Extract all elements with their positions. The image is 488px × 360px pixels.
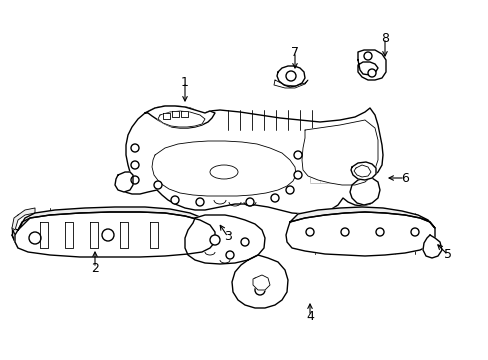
Circle shape bbox=[131, 176, 139, 184]
Circle shape bbox=[254, 285, 264, 295]
Text: 6: 6 bbox=[400, 171, 408, 184]
Polygon shape bbox=[90, 222, 98, 248]
Text: 2: 2 bbox=[91, 261, 99, 274]
Polygon shape bbox=[15, 212, 215, 257]
Polygon shape bbox=[152, 141, 295, 196]
Polygon shape bbox=[350, 162, 375, 180]
Circle shape bbox=[131, 161, 139, 169]
Text: 3: 3 bbox=[224, 230, 231, 243]
Circle shape bbox=[102, 229, 114, 241]
Circle shape bbox=[196, 198, 203, 206]
Polygon shape bbox=[115, 172, 133, 192]
Circle shape bbox=[293, 151, 302, 159]
Circle shape bbox=[305, 228, 313, 236]
Circle shape bbox=[270, 194, 279, 202]
Text: 1: 1 bbox=[181, 76, 188, 89]
Circle shape bbox=[241, 238, 248, 246]
Circle shape bbox=[363, 52, 371, 60]
Polygon shape bbox=[273, 80, 307, 88]
Polygon shape bbox=[422, 235, 441, 258]
Circle shape bbox=[171, 196, 179, 204]
Circle shape bbox=[367, 69, 375, 77]
Polygon shape bbox=[285, 212, 434, 256]
Text: 5: 5 bbox=[443, 248, 451, 261]
Circle shape bbox=[209, 235, 220, 245]
Polygon shape bbox=[12, 208, 35, 230]
Polygon shape bbox=[276, 66, 305, 87]
Circle shape bbox=[410, 228, 418, 236]
Circle shape bbox=[375, 228, 383, 236]
Polygon shape bbox=[184, 215, 264, 264]
Circle shape bbox=[154, 181, 162, 189]
Polygon shape bbox=[181, 111, 187, 117]
Text: 4: 4 bbox=[305, 310, 313, 323]
Circle shape bbox=[225, 251, 234, 259]
Polygon shape bbox=[172, 111, 179, 117]
Polygon shape bbox=[145, 106, 215, 128]
Polygon shape bbox=[349, 178, 379, 205]
Polygon shape bbox=[302, 120, 377, 185]
Circle shape bbox=[285, 71, 295, 81]
Polygon shape bbox=[158, 111, 204, 127]
Polygon shape bbox=[120, 222, 128, 248]
Polygon shape bbox=[150, 222, 158, 248]
Polygon shape bbox=[40, 222, 48, 248]
Polygon shape bbox=[252, 275, 269, 290]
Polygon shape bbox=[353, 165, 370, 177]
Ellipse shape bbox=[209, 165, 238, 179]
Circle shape bbox=[293, 171, 302, 179]
Polygon shape bbox=[65, 222, 73, 248]
Circle shape bbox=[131, 144, 139, 152]
Polygon shape bbox=[18, 207, 215, 232]
Text: 8: 8 bbox=[380, 31, 388, 45]
Polygon shape bbox=[118, 106, 382, 214]
Polygon shape bbox=[231, 255, 287, 308]
Polygon shape bbox=[163, 113, 170, 119]
Polygon shape bbox=[289, 207, 434, 228]
Polygon shape bbox=[357, 50, 385, 80]
Circle shape bbox=[285, 186, 293, 194]
Text: 7: 7 bbox=[290, 45, 298, 58]
Circle shape bbox=[29, 232, 41, 244]
Circle shape bbox=[340, 228, 348, 236]
Circle shape bbox=[245, 198, 253, 206]
